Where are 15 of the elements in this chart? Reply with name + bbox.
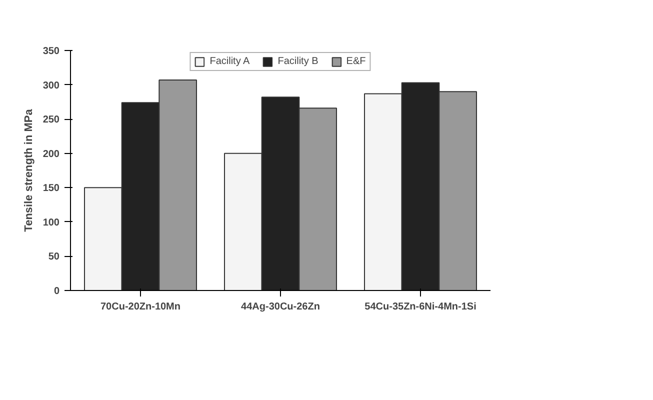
y-tick-label: 50 [48, 252, 60, 263]
legend-label: E&F [346, 56, 366, 67]
y-tick-label: 200 [42, 148, 60, 160]
y-tick-label: 350 [42, 46, 60, 57]
y-tick-label: 150 [42, 183, 60, 194]
x-tick-label: 44Ag-30Cu-26Zn [241, 302, 320, 312]
y-tick-label: 300 [42, 80, 60, 92]
y-tick-label: 250 [42, 114, 60, 126]
x-tick-label: 70Cu-20Zn-10Mn [100, 302, 181, 312]
y-axis-title: Tensile strength in MPa [22, 108, 35, 232]
y-tick-label: 100 [42, 217, 60, 228]
y-tick-label: 0 [54, 286, 60, 297]
x-tick-label: 54Cu-35Zn-6Ni-4Mn-1Si [364, 302, 477, 312]
legend-label: Facility A [210, 56, 250, 67]
legend-label: Facility B [278, 56, 318, 67]
